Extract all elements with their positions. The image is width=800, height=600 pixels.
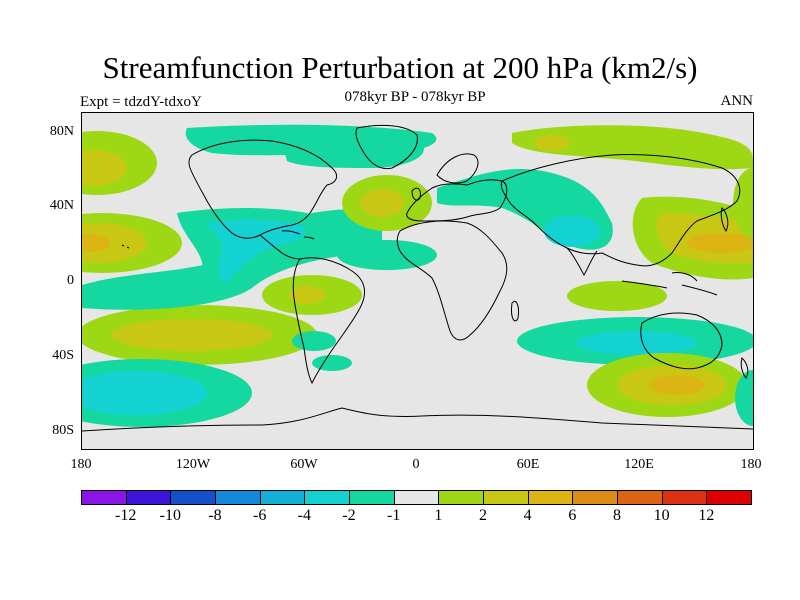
plot-subtitle: 078kyr BP - 078kyr BP (344, 89, 486, 105)
anomaly-asia-neg-inner (544, 215, 600, 247)
coast-scandinavia (436, 153, 479, 184)
colorbar-box (125, 490, 172, 505)
plot-title: Streamfunction Perturbation at 200 hPa (… (102, 50, 698, 85)
coast-india (566, 247, 598, 277)
experiment-label: Expt = tdzdY-tdxoY (80, 94, 202, 110)
anomaly-wpac-pos-inner (687, 233, 753, 253)
colorbar (81, 490, 752, 505)
coast-africa (396, 220, 508, 341)
colorbar-label: 1 (434, 507, 443, 524)
colorbar-box (215, 490, 261, 505)
colorbar-label: -12 (114, 507, 137, 524)
colorbar-box (572, 490, 618, 505)
anomaly-swpac-pos-inner (649, 375, 705, 395)
colorbar-box (706, 490, 752, 505)
lon-label-180w: 180 (70, 457, 92, 472)
colorbar-label: -8 (208, 507, 222, 524)
colorbar-label: 12 (698, 507, 715, 524)
colorbar-label: -4 (297, 507, 311, 524)
lat-label-80s: 80S (52, 423, 74, 438)
colorbar-box (483, 490, 529, 505)
coast-madagascar (511, 300, 519, 322)
anomaly-camerica-inner (207, 219, 306, 283)
anomaly-tatl-neg (337, 240, 437, 270)
anomaly-spac-inner (112, 319, 272, 351)
map-svg (82, 124, 753, 432)
anomaly-cpac-mid (82, 223, 147, 263)
lon-label-60e: 60E (516, 457, 540, 472)
anomaly-arctic-right-inner (534, 135, 570, 151)
anomaly-arctic-left (185, 124, 437, 156)
coast-new-zealand (740, 357, 749, 379)
coast-caribbean (281, 230, 315, 240)
colorbar-box (661, 490, 708, 505)
coast-japan (720, 207, 729, 232)
anomaly-fills (82, 124, 753, 427)
coast-indonesia (621, 272, 718, 296)
coast-uk (411, 187, 421, 201)
colorbar-label: 8 (613, 507, 621, 524)
coast-europe (406, 179, 508, 222)
coast-north-america (188, 139, 338, 239)
colorbar-box (527, 490, 574, 505)
coast-australia (640, 312, 723, 370)
colorbar-box (617, 490, 663, 505)
anomaly-natl-pos-inner (360, 189, 404, 217)
lon-label-120w: 120W (175, 457, 211, 472)
lon-label-180e: 180 (740, 457, 762, 472)
coast-hawaii (121, 244, 130, 249)
lon-label-60w: 60W (290, 457, 318, 472)
anomaly-right-edge-neg (735, 370, 753, 426)
lat-label-80n: 80N (49, 124, 74, 139)
colorbar-label: -10 (159, 507, 181, 524)
map-panel (81, 112, 754, 450)
colorbar-box (81, 490, 127, 505)
anomaly-samerica-pos-inner (289, 286, 325, 304)
coast-asia (500, 154, 741, 267)
colorbar-box (393, 490, 440, 505)
lat-label-40s: 40S (52, 348, 74, 363)
colorbar-box (170, 490, 216, 505)
lon-label-120e: 120E (624, 457, 654, 472)
anomaly-antarctic-neg (312, 355, 352, 371)
colorbar-label: 10 (653, 507, 670, 524)
coastlines (82, 124, 753, 432)
anomaly-aus-neg-inner (577, 331, 697, 355)
colorbar-label: -6 (252, 507, 267, 524)
colorbar-box (259, 490, 306, 505)
anomaly-nw-pacific-inner (82, 150, 127, 186)
colorbar-box (438, 490, 484, 505)
colorbar-box (304, 490, 350, 505)
colorbar-label: 4 (523, 507, 532, 524)
lon-label-0: 0 (412, 457, 420, 472)
lat-label-40n: 40N (49, 198, 74, 213)
lat-label-0: 0 (67, 273, 74, 288)
anomaly-right-edge-pos (733, 168, 753, 238)
anomaly-indian-pos (567, 281, 667, 311)
coast-greenland (355, 124, 418, 170)
colorbar-label: 2 (479, 507, 487, 524)
season-label: ANN (720, 93, 754, 109)
coast-antarctica (82, 407, 753, 432)
anomaly-cpac-inner (82, 234, 110, 252)
coast-central-america (259, 234, 301, 260)
coast-south-america (292, 257, 365, 385)
colorbar-label: -1 (386, 507, 401, 524)
colorbar-label: -2 (342, 507, 356, 524)
anomaly-satl-neg (292, 331, 336, 351)
anomaly-arctic-right (512, 125, 753, 170)
colorbar-label: 6 (568, 507, 577, 524)
anomaly-sfar-inner (82, 371, 207, 415)
colorbar-box (349, 490, 395, 505)
